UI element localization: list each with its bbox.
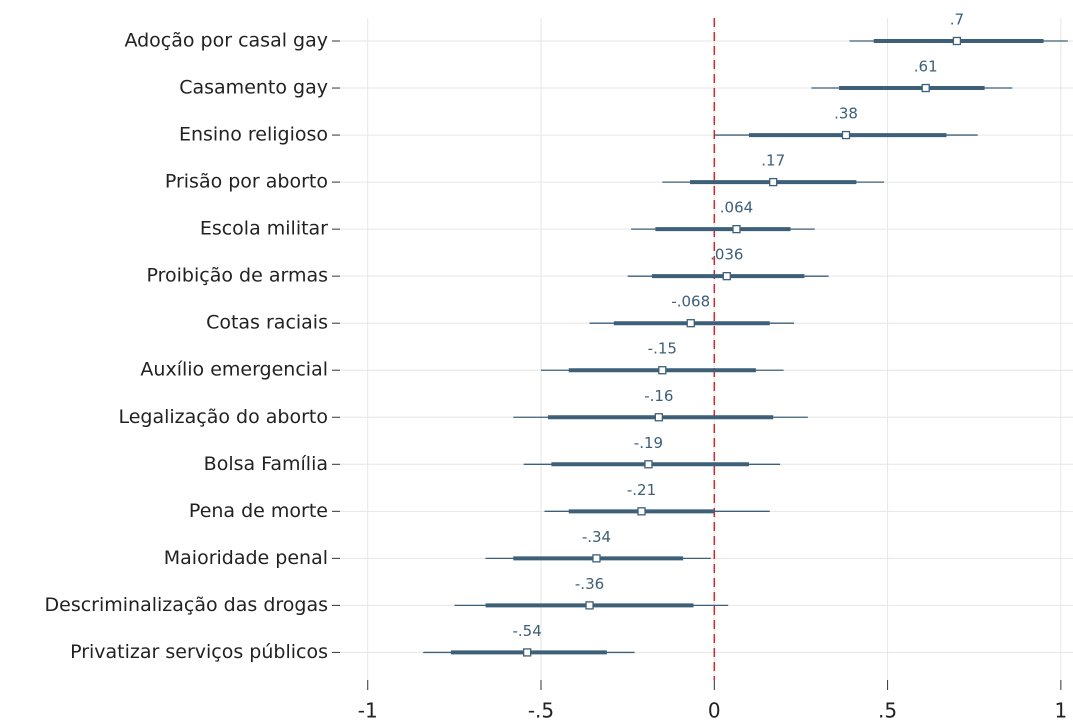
y-tick-label: Proibição de armas — [147, 265, 328, 287]
y-tick-label: Prisão por aborto — [165, 171, 328, 193]
value-label: .61 — [914, 58, 938, 76]
point — [921, 83, 930, 93]
x-tick-label: -.5 — [528, 699, 554, 722]
value-label: .036 — [710, 246, 743, 264]
x-tick-label: 0 — [708, 699, 721, 722]
point — [644, 460, 653, 469]
value-label: .38 — [834, 105, 858, 123]
y-tick-label: Privatizar serviços públicos — [70, 641, 328, 663]
value-label: -.21 — [627, 481, 656, 499]
point — [722, 272, 731, 281]
value-label: -.19 — [634, 434, 663, 452]
y-tick-label: Adoção por casal gay — [124, 30, 328, 52]
y-tick-label: Ensino religioso — [179, 124, 328, 146]
y-tick-label: Casamento gay — [179, 77, 328, 99]
y-tick-label: Legalização do aborto — [118, 406, 328, 428]
value-label: .17 — [761, 152, 785, 170]
y-tick-label: Escola militar — [200, 218, 328, 240]
x-tick-label: 1 — [1055, 699, 1068, 722]
point — [522, 648, 532, 657]
point — [841, 130, 851, 140]
y-tick-label: Cotas raciais — [206, 312, 328, 334]
value-label: -.16 — [644, 387, 673, 405]
x-tick-label: -1 — [358, 699, 378, 722]
point — [658, 366, 667, 375]
point — [654, 413, 663, 422]
point — [585, 601, 594, 610]
y-tick-label: Descriminalização das drogas — [45, 594, 328, 616]
point — [637, 507, 646, 516]
point — [952, 36, 962, 46]
value-label: -.54 — [513, 622, 542, 640]
point — [732, 224, 741, 234]
x-tick-label: .5 — [878, 699, 897, 722]
value-label: -.36 — [575, 575, 604, 593]
point — [769, 177, 778, 187]
point — [592, 554, 601, 563]
point — [686, 319, 695, 328]
value-label: -.068 — [671, 293, 710, 311]
y-tick-label: Auxílio emergencial — [140, 359, 328, 381]
y-tick-label: Maioridade penal — [164, 547, 328, 569]
value-label: .7 — [950, 11, 964, 29]
y-tick-label: Pena de morte — [189, 500, 328, 522]
value-label: .064 — [720, 199, 753, 217]
value-label: -.34 — [582, 528, 611, 546]
y-tick-label: Bolsa Família — [204, 453, 328, 475]
value-label: -.15 — [648, 340, 677, 358]
